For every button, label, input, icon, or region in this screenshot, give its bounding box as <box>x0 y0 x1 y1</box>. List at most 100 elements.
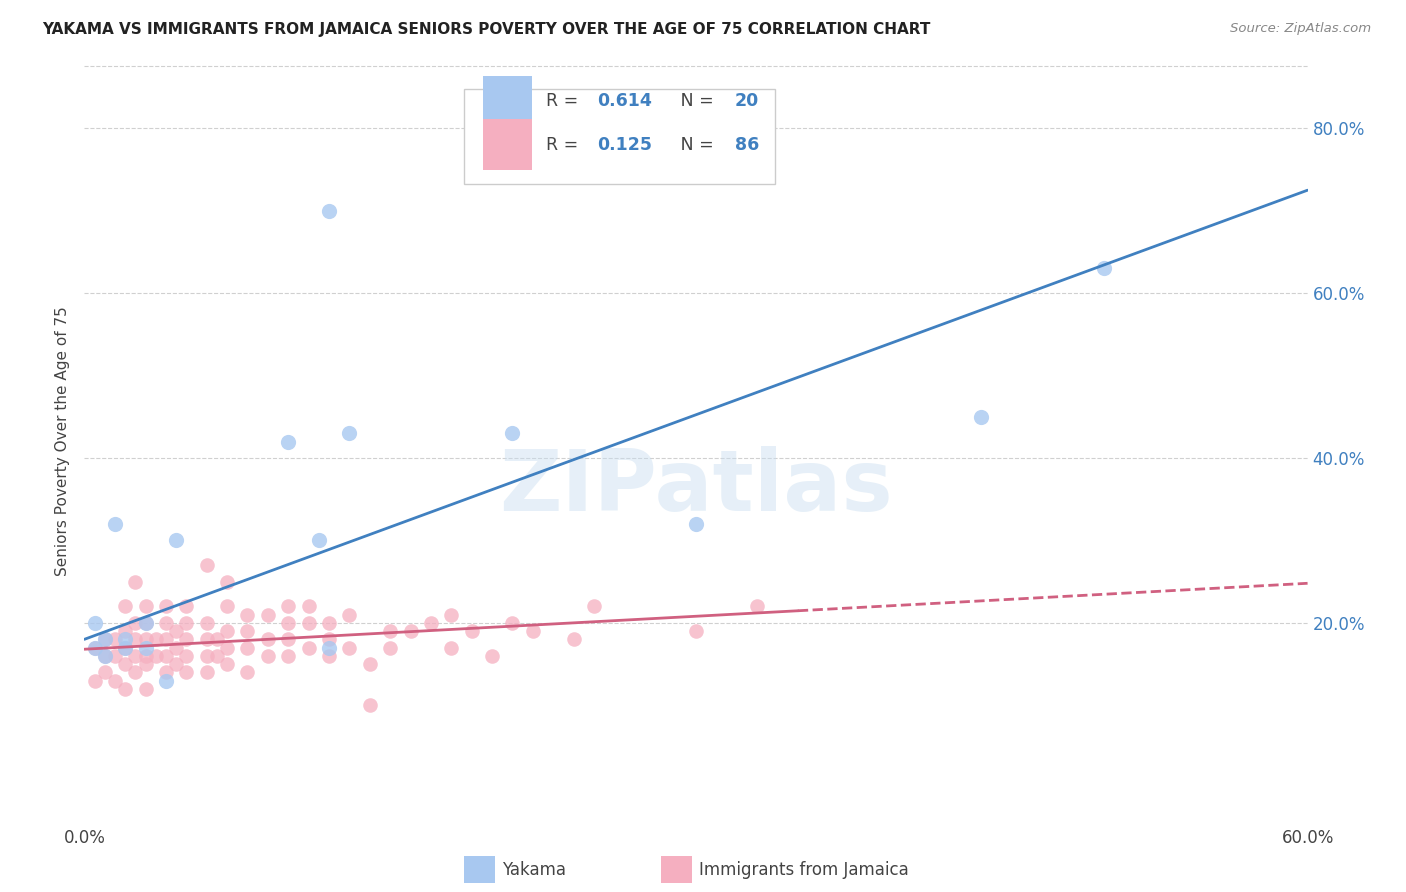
Point <box>298 599 321 614</box>
Point <box>339 607 361 622</box>
Point <box>195 665 218 680</box>
Point <box>380 640 402 655</box>
Point <box>135 648 157 663</box>
Point <box>318 632 340 647</box>
Point <box>114 640 136 655</box>
Point <box>124 632 146 647</box>
Point <box>104 648 127 663</box>
Point <box>114 632 136 647</box>
Point <box>502 615 524 630</box>
Point <box>174 648 197 663</box>
Point <box>236 640 259 655</box>
Point <box>277 615 299 630</box>
Point <box>440 607 463 622</box>
Point <box>195 615 218 630</box>
Point <box>217 574 239 589</box>
Point <box>83 640 105 655</box>
Point <box>114 681 136 696</box>
Point <box>195 648 218 663</box>
Point <box>114 657 136 671</box>
Text: N =: N = <box>664 92 720 111</box>
Point <box>93 648 115 663</box>
Point <box>277 434 299 449</box>
Point <box>83 673 105 688</box>
Point <box>165 657 187 671</box>
Point <box>104 673 127 688</box>
Point <box>165 640 187 655</box>
Point <box>135 615 157 630</box>
Point <box>114 599 136 614</box>
Y-axis label: Seniors Poverty Over the Age of 75: Seniors Poverty Over the Age of 75 <box>55 307 70 576</box>
Point <box>217 599 239 614</box>
Point <box>461 624 484 639</box>
Point <box>135 657 157 671</box>
Point <box>174 632 197 647</box>
Point <box>145 632 167 647</box>
Point <box>359 657 381 671</box>
Text: R =: R = <box>546 136 583 153</box>
Point <box>93 648 115 663</box>
Point <box>277 632 299 647</box>
Point <box>236 607 259 622</box>
Point <box>217 624 239 639</box>
FancyBboxPatch shape <box>484 76 531 127</box>
Text: 86: 86 <box>735 136 759 153</box>
Point <box>339 640 361 655</box>
Point <box>93 632 115 647</box>
Text: ZIPatlas: ZIPatlas <box>499 445 893 529</box>
Point <box>257 648 280 663</box>
Point <box>104 516 127 531</box>
Point <box>114 640 136 655</box>
Point <box>135 632 157 647</box>
Point <box>318 203 340 218</box>
Point <box>685 516 707 531</box>
Point <box>308 533 330 548</box>
Point <box>93 665 115 680</box>
Point <box>155 615 177 630</box>
Point <box>104 632 127 647</box>
Point <box>380 624 402 639</box>
Point <box>135 599 157 614</box>
FancyBboxPatch shape <box>464 89 776 184</box>
Point <box>583 599 606 614</box>
Point <box>205 648 228 663</box>
Point <box>440 640 463 655</box>
Point <box>217 657 239 671</box>
Point <box>135 681 157 696</box>
Point <box>277 599 299 614</box>
Point <box>1092 261 1115 276</box>
Point <box>685 624 707 639</box>
Point <box>318 648 340 663</box>
Point <box>124 665 146 680</box>
Point <box>195 632 218 647</box>
Point <box>135 640 157 655</box>
Point <box>174 665 197 680</box>
Point <box>747 599 769 614</box>
Point <box>236 624 259 639</box>
Point <box>155 648 177 663</box>
Point <box>83 615 105 630</box>
Point <box>155 665 177 680</box>
Point <box>205 632 228 647</box>
Point <box>114 624 136 639</box>
Point <box>359 698 381 713</box>
Point <box>298 615 321 630</box>
Point <box>339 426 361 441</box>
Text: YAKAMA VS IMMIGRANTS FROM JAMAICA SENIORS POVERTY OVER THE AGE OF 75 CORRELATION: YAKAMA VS IMMIGRANTS FROM JAMAICA SENIOR… <box>42 22 931 37</box>
Point <box>481 648 503 663</box>
Point <box>155 673 177 688</box>
Point <box>277 648 299 663</box>
Point <box>257 607 280 622</box>
Point <box>165 624 187 639</box>
Text: N =: N = <box>664 136 720 153</box>
Point <box>217 640 239 655</box>
Point <box>124 574 146 589</box>
Point <box>318 640 340 655</box>
Point <box>298 640 321 655</box>
Point <box>236 665 259 680</box>
Point <box>257 632 280 647</box>
Text: 0.614: 0.614 <box>598 92 652 111</box>
Point <box>522 624 544 639</box>
Point <box>420 615 443 630</box>
Point <box>93 632 115 647</box>
